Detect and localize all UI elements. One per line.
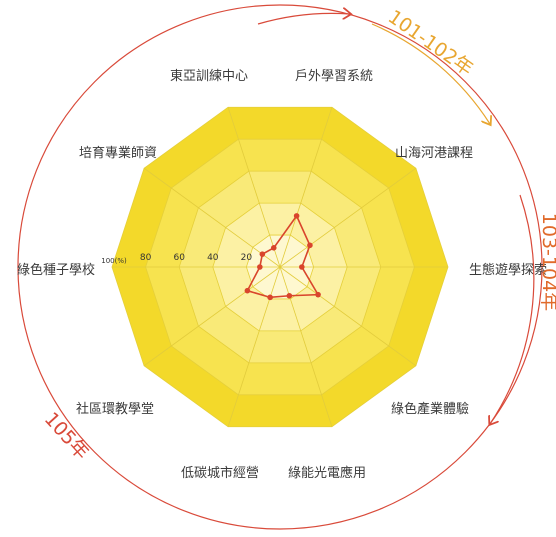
unit-label: 100(%) — [101, 257, 127, 265]
data-point — [293, 213, 300, 219]
axis-label: 社區環教學堂 — [76, 401, 154, 417]
axis-label: 東亞訓練中心 — [170, 68, 248, 84]
data-series — [244, 213, 321, 301]
axis-label: 綠能光電應用 — [288, 465, 366, 481]
data-point — [299, 264, 305, 270]
tick-label: 60 — [173, 253, 185, 263]
data-point — [315, 291, 321, 298]
axis-spoke — [227, 266, 281, 427]
data-point — [267, 294, 273, 301]
tick-label: 80 — [140, 253, 152, 263]
axis-spoke — [279, 266, 417, 367]
data-point — [259, 251, 266, 257]
axis-label: 培育專業師資 — [79, 145, 157, 161]
axis-label: 綠色種子學校 — [17, 262, 95, 278]
tick-label: 20 — [241, 253, 253, 263]
axis-label: 生態遊學探索 — [469, 262, 547, 278]
data-point — [244, 287, 251, 294]
axis-spoke — [143, 167, 281, 268]
tick-label: 40 — [207, 253, 219, 263]
tick-labels: 100(%) 20 40 60 80 — [101, 253, 252, 265]
outer-circle — [17, 4, 543, 530]
axis-spoke — [227, 107, 281, 268]
period-label: 101-102年 — [384, 6, 477, 80]
outer-circle-ring — [17, 4, 543, 530]
axis-label: 戶外學習系統 — [295, 69, 373, 84]
data-point — [257, 264, 263, 270]
data-point — [270, 245, 277, 251]
period-arrow — [257, 13, 350, 25]
axis-label: 山海河港課程 — [395, 145, 473, 161]
axis-label: 綠色產業體驗 — [391, 401, 469, 417]
period-arrow — [371, 23, 490, 124]
axis-label: 低碳城市經營 — [181, 465, 259, 481]
period-arrow — [490, 194, 535, 424]
data-point — [307, 242, 313, 249]
axis-spoke — [279, 167, 417, 268]
period-label: 103-104年 — [538, 213, 556, 311]
data-point — [286, 292, 293, 299]
axis-spoke — [143, 266, 281, 367]
axis-spoke — [279, 107, 333, 268]
